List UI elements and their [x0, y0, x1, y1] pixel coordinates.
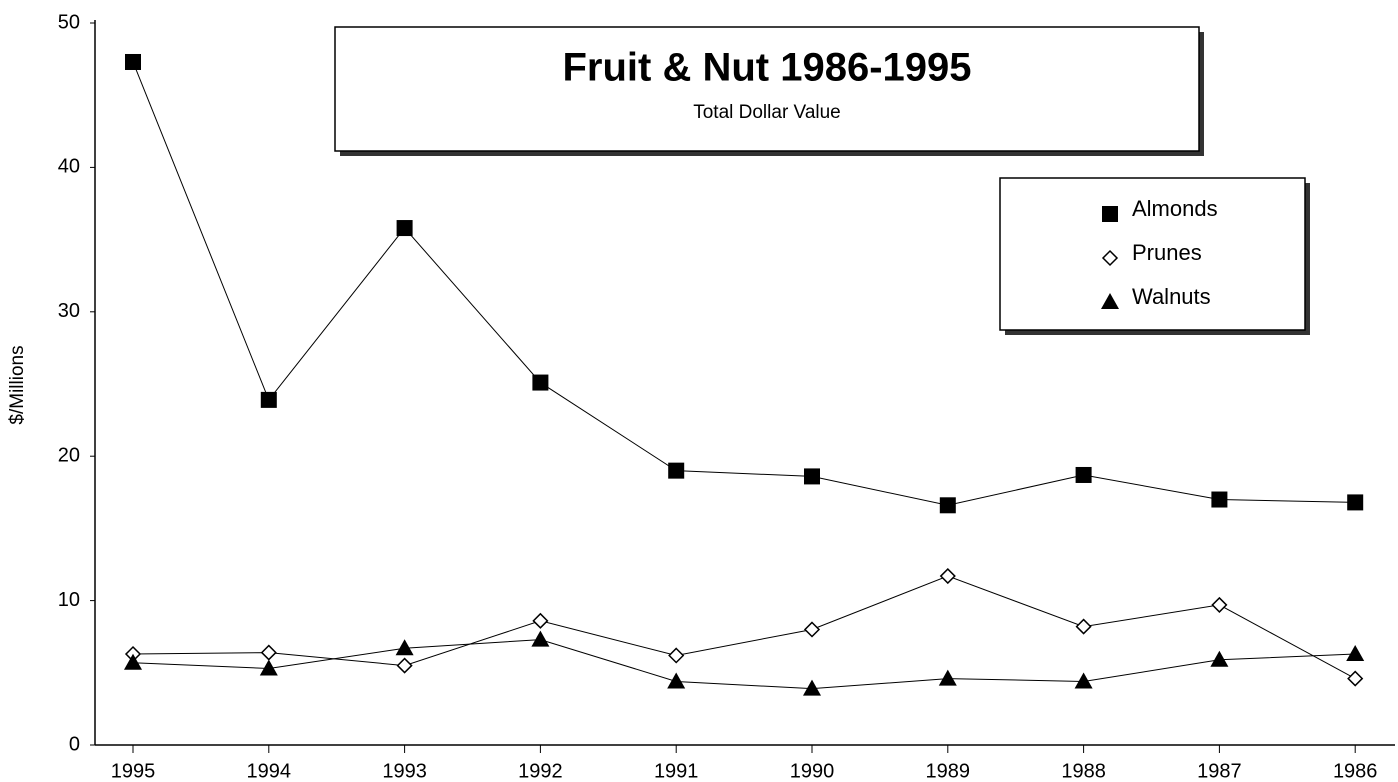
- marker: [1210, 650, 1229, 667]
- y-tick-label: 40: [58, 156, 80, 178]
- marker: [1101, 249, 1119, 267]
- marker: [938, 669, 957, 686]
- marker: [939, 567, 956, 585]
- x-tick-label: 1995: [111, 760, 156, 782]
- chart-title: Fruit & Nut 1986-1995: [562, 46, 971, 90]
- x-tick-label: 1990: [790, 760, 835, 782]
- marker: [259, 659, 278, 676]
- y-tick-label: 20: [58, 444, 80, 466]
- y-tick-label: 0: [69, 733, 80, 755]
- marker: [1347, 670, 1364, 687]
- marker: [532, 612, 549, 629]
- legend-label: Almonds: [1132, 196, 1218, 221]
- marker: [396, 220, 413, 237]
- marker: [395, 639, 414, 656]
- y-tick-label: 30: [58, 300, 80, 322]
- marker: [1075, 466, 1092, 483]
- x-tick-label: 1992: [518, 760, 563, 782]
- x-tick-label: 1989: [926, 760, 971, 782]
- marker: [1211, 596, 1228, 613]
- x-tick-label: 1986: [1333, 760, 1378, 782]
- marker: [532, 374, 549, 391]
- marker: [396, 657, 413, 674]
- y-tick-label: 50: [58, 11, 80, 33]
- marker: [1101, 293, 1119, 309]
- marker: [804, 468, 820, 485]
- x-tick-label: 1991: [654, 760, 699, 782]
- marker: [1074, 672, 1093, 689]
- marker: [1346, 645, 1365, 662]
- marker: [667, 672, 686, 689]
- marker: [668, 462, 685, 479]
- title-box: [334, 26, 1200, 152]
- marker: [1075, 618, 1092, 635]
- x-tick-label: 1994: [247, 760, 292, 782]
- legend-box: [999, 177, 1306, 331]
- y-axis-label: $/Millions: [7, 345, 28, 424]
- marker: [803, 679, 821, 696]
- marker: [260, 391, 277, 408]
- marker: [1347, 494, 1364, 511]
- marker: [260, 644, 277, 661]
- legend-label: Walnuts: [1132, 284, 1211, 309]
- y-tick-label: 10: [58, 589, 80, 611]
- legend-label: Prunes: [1132, 240, 1202, 265]
- x-tick-label: 1988: [1061, 760, 1106, 782]
- marker: [124, 653, 142, 670]
- chart-subtitle: Total Dollar Value: [693, 102, 841, 123]
- series-line: [132, 61, 1356, 506]
- x-tick-label: 1993: [382, 760, 427, 782]
- x-tick-label: 1987: [1197, 760, 1242, 782]
- marker: [1102, 206, 1118, 222]
- marker: [125, 53, 141, 70]
- marker: [939, 497, 956, 514]
- series-line: [132, 639, 1356, 690]
- marker: [1211, 491, 1228, 508]
- marker: [668, 647, 685, 664]
- series-line: [132, 575, 1356, 680]
- marker: [803, 621, 821, 638]
- marker: [531, 630, 550, 647]
